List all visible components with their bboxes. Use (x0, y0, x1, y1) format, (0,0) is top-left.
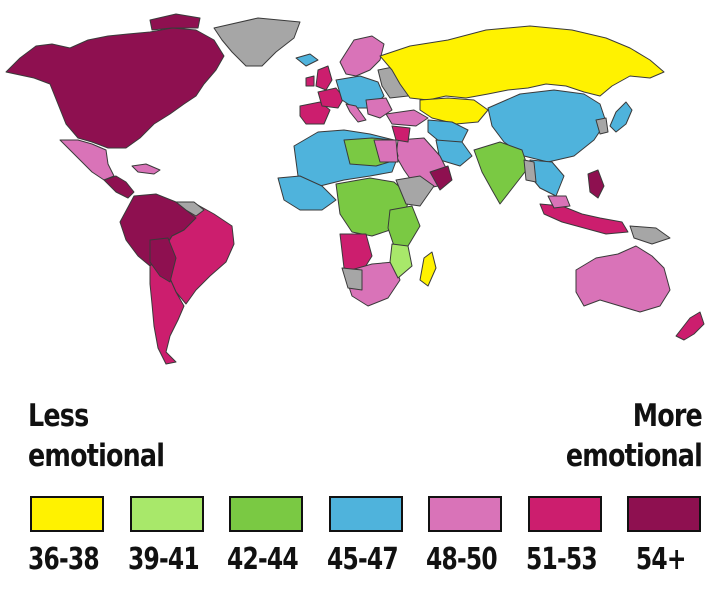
more-caption-line2: emotional (565, 438, 703, 474)
west-africa-region (277, 175, 337, 211)
legend-item: 42-44 (227, 496, 307, 578)
more-caption-line1: More (632, 398, 703, 434)
north-america-region (5, 27, 225, 149)
legend-swatch (329, 496, 403, 532)
legend-label: 36-38 (28, 542, 100, 577)
legend-label: 39-41 (128, 542, 200, 577)
more-emotional-caption: More emotional (565, 396, 703, 476)
legend-swatch (130, 496, 204, 532)
myanmar-region (523, 159, 537, 183)
indonesia-region (539, 203, 629, 235)
levant-region (391, 125, 411, 143)
greenland-region (213, 17, 301, 67)
caribbean-region (131, 163, 161, 175)
oman-region (429, 165, 453, 191)
philippines-region (587, 169, 605, 199)
mozambique-region (389, 243, 413, 279)
horn-of-africa-region (395, 175, 435, 207)
mexico-region (59, 139, 115, 181)
france-region (317, 87, 345, 109)
ireland-region (305, 75, 315, 87)
kazakhstan-region (419, 97, 489, 125)
brazil-region (159, 201, 235, 305)
legend-label: 45-47 (327, 542, 399, 577)
australia-region (575, 245, 671, 313)
china-region (487, 89, 607, 163)
madagascar-region (419, 251, 437, 287)
legend-label: 51-53 (526, 542, 598, 577)
new-guinea-region (629, 225, 671, 245)
legend-label: 42-44 (227, 542, 299, 577)
iceland-region (295, 53, 319, 67)
russia-region (379, 25, 665, 101)
new-zealand-region (675, 311, 705, 341)
legend-item: 48-50 (426, 496, 506, 578)
legend-item: 39-41 (128, 496, 208, 578)
legend-item: 45-47 (327, 496, 407, 578)
legend-item: 36-38 (28, 496, 108, 578)
egypt-region (373, 139, 399, 163)
legend-swatch (30, 496, 104, 532)
less-emotional-caption: Less emotional (28, 396, 165, 476)
india-region (473, 141, 529, 205)
uk-region (315, 65, 333, 91)
legend-item: 51-53 (526, 496, 606, 578)
central-america-region (103, 175, 135, 199)
iberia-region (299, 101, 331, 125)
namibia-region (341, 267, 363, 291)
angola-region (339, 233, 373, 273)
legend-swatch (627, 496, 701, 532)
legend-label: 48-50 (426, 542, 498, 577)
legend-swatch (428, 496, 502, 532)
legend-swatch (229, 496, 303, 532)
legend-item: 54+ (625, 496, 705, 578)
legend-swatch (528, 496, 602, 532)
legend: 36-38 39-41 42-44 45-47 48-50 51-53 54+ (0, 496, 728, 596)
korea-region (595, 117, 609, 135)
less-caption-line2: emotional (28, 438, 165, 474)
bolivia-region (149, 237, 177, 283)
east-africa-region (387, 205, 421, 247)
malaysia-region (547, 195, 571, 209)
japan-region (609, 101, 633, 133)
italy-region (345, 103, 367, 123)
world-map (5, 13, 705, 365)
turkey-region (385, 109, 429, 127)
legend-label: 54+ (635, 542, 687, 577)
scandinavia-region (339, 35, 385, 77)
less-caption-line1: Less (28, 398, 89, 434)
guyana-region (175, 201, 205, 217)
arctic-islands-region (149, 13, 201, 31)
